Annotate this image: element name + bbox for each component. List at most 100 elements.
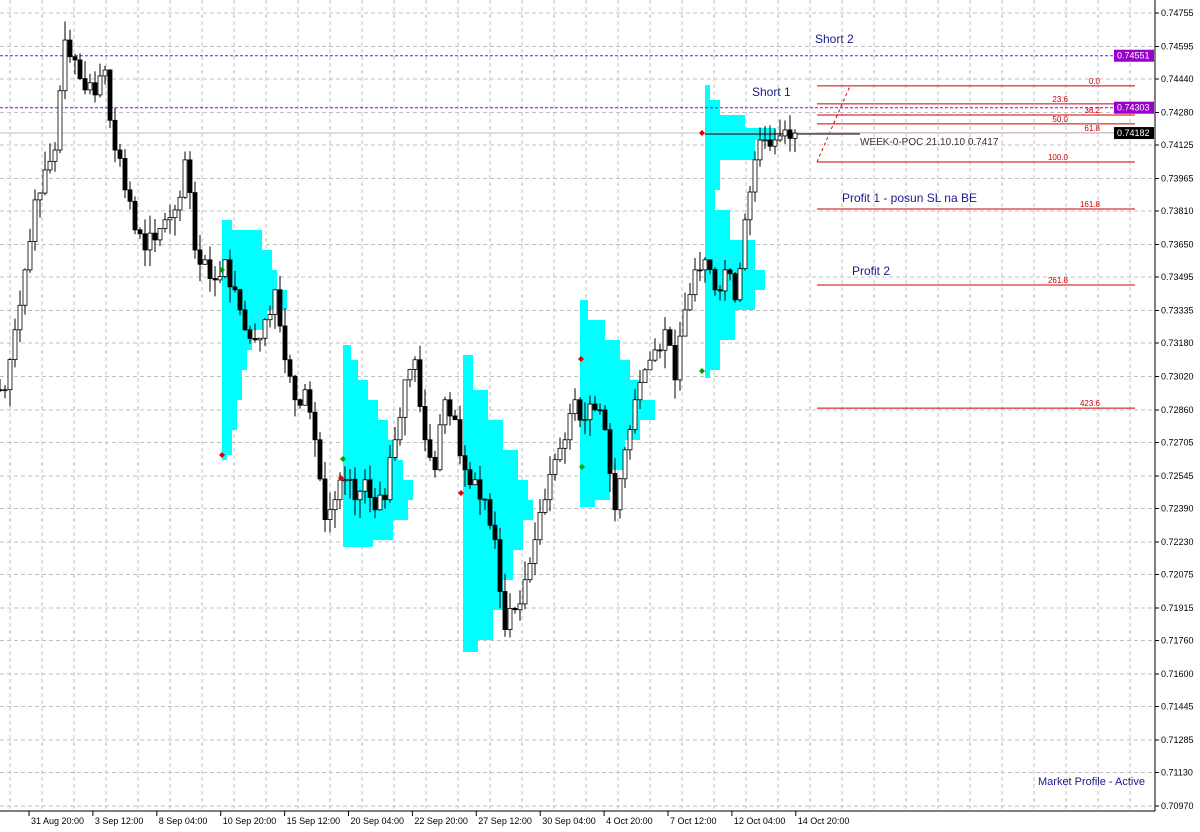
candle-body: [232, 286, 238, 291]
profile-marker-icon: [338, 475, 344, 481]
y-tick-label: 0.73650: [1161, 240, 1194, 250]
profile-bar: [580, 340, 620, 360]
label-short-2: Short 2: [815, 32, 854, 46]
candle-body: [472, 479, 478, 486]
candle-body: [457, 419, 463, 457]
profile-bar: [222, 400, 237, 430]
candle-body: [57, 90, 63, 151]
candle-body: [517, 603, 523, 611]
candle-body: [242, 309, 248, 331]
candle-body: [127, 189, 133, 202]
candle-body: [77, 59, 83, 80]
candle-body: [747, 191, 753, 221]
candle-body: [542, 499, 548, 513]
candle-body: [657, 349, 663, 352]
candle-body: [317, 439, 323, 480]
candle-body: [107, 69, 113, 121]
profile-bar: [222, 230, 262, 250]
fib-level-label: 23.6: [1052, 95, 1068, 104]
candle-body: [462, 455, 468, 471]
candle-body: [612, 473, 618, 511]
profile-bar: [343, 360, 358, 380]
y-tick-label: 0.74755: [1161, 8, 1194, 18]
candle-body: [607, 429, 613, 474]
candle-body: [302, 389, 308, 406]
candle-body: [447, 399, 453, 417]
candle-body: [547, 474, 553, 501]
price-tag-label: 0.74182: [1117, 128, 1150, 138]
candle-body: [787, 129, 793, 139]
candle-body: [727, 269, 733, 275]
fib-level-label: 50.0: [1052, 115, 1068, 124]
candle-body: [572, 399, 578, 415]
profile-bar: [580, 440, 625, 470]
candle-body: [117, 149, 123, 159]
fib-trend-line[interactable]: [816, 85, 851, 163]
candle-body: [337, 479, 343, 501]
candles: [0, 21, 798, 638]
profile-bar: [705, 340, 720, 370]
candle-body: [537, 512, 543, 541]
profile-bar: [343, 460, 403, 480]
y-tick-label: 0.73495: [1161, 272, 1194, 282]
candle-body: [567, 413, 573, 441]
x-tick-label: 3 Sep 12:00: [95, 816, 144, 826]
profile-markers: [219, 130, 705, 496]
candle-body: [157, 228, 163, 241]
candle-body: [212, 278, 218, 281]
candle-body: [722, 269, 728, 292]
profile-marker-icon: [699, 368, 705, 374]
y-tick-label: 0.73335: [1161, 306, 1194, 316]
candle-body: [182, 159, 188, 198]
profile-bar: [343, 345, 351, 360]
fib-level-label: 161.8: [1080, 200, 1101, 209]
candle-body: [707, 259, 713, 270]
candle-body: [72, 56, 78, 61]
fib-level-label: 100.0: [1048, 153, 1069, 162]
profile-marker-icon: [219, 452, 225, 458]
profile-bar: [343, 380, 368, 400]
x-tick-label: 22 Sep 20:00: [414, 816, 468, 826]
candle-body: [627, 429, 633, 451]
candle-body: [377, 494, 383, 511]
candle-body: [362, 479, 368, 492]
candle-body: [647, 359, 653, 371]
profile-bar: [343, 520, 393, 540]
candle-body: [217, 276, 223, 281]
candle-body: [512, 608, 518, 611]
candle-body: [327, 509, 333, 520]
candle-body: [347, 478, 353, 481]
candle-body: [412, 359, 418, 370]
candle-body: [307, 389, 313, 413]
fibonacci-retracement[interactable]: 0.0 23.6 38.2 50.0 61.8 100.0 161.8 261.8 423.6: [816, 77, 1135, 409]
profile-bar: [705, 210, 730, 240]
profile-marker-icon: [579, 464, 585, 470]
grid: [0, 0, 1155, 811]
candle-body: [402, 379, 408, 418]
candle-body: [672, 345, 678, 381]
profile-bar: [705, 290, 755, 310]
candle-body: [397, 416, 403, 441]
profile-marker-icon: [458, 490, 464, 496]
fib-level-label: 261.8: [1048, 276, 1069, 285]
candle-body: [17, 304, 23, 331]
fib-level-label: 423.6: [1080, 399, 1101, 408]
fib-level-label: 0.0: [1089, 77, 1101, 86]
candle-body: [712, 269, 718, 291]
profile-bar: [222, 350, 247, 370]
candle-body: [777, 135, 783, 141]
y-tick-label: 0.73180: [1161, 338, 1194, 348]
candle-body: [452, 415, 458, 421]
candle-body: [237, 289, 243, 311]
candle-body: [12, 329, 18, 360]
candle-body: [582, 419, 588, 422]
y-tick-label: 0.73810: [1161, 206, 1194, 216]
candle-body: [332, 499, 338, 511]
candle-body: [757, 139, 763, 161]
profile-bar: [580, 300, 588, 320]
y-tick-label: 0.72230: [1161, 537, 1194, 547]
profile-bar: [463, 420, 503, 450]
candle-body: [502, 591, 508, 630]
y-tick-label: 0.71445: [1161, 701, 1194, 711]
